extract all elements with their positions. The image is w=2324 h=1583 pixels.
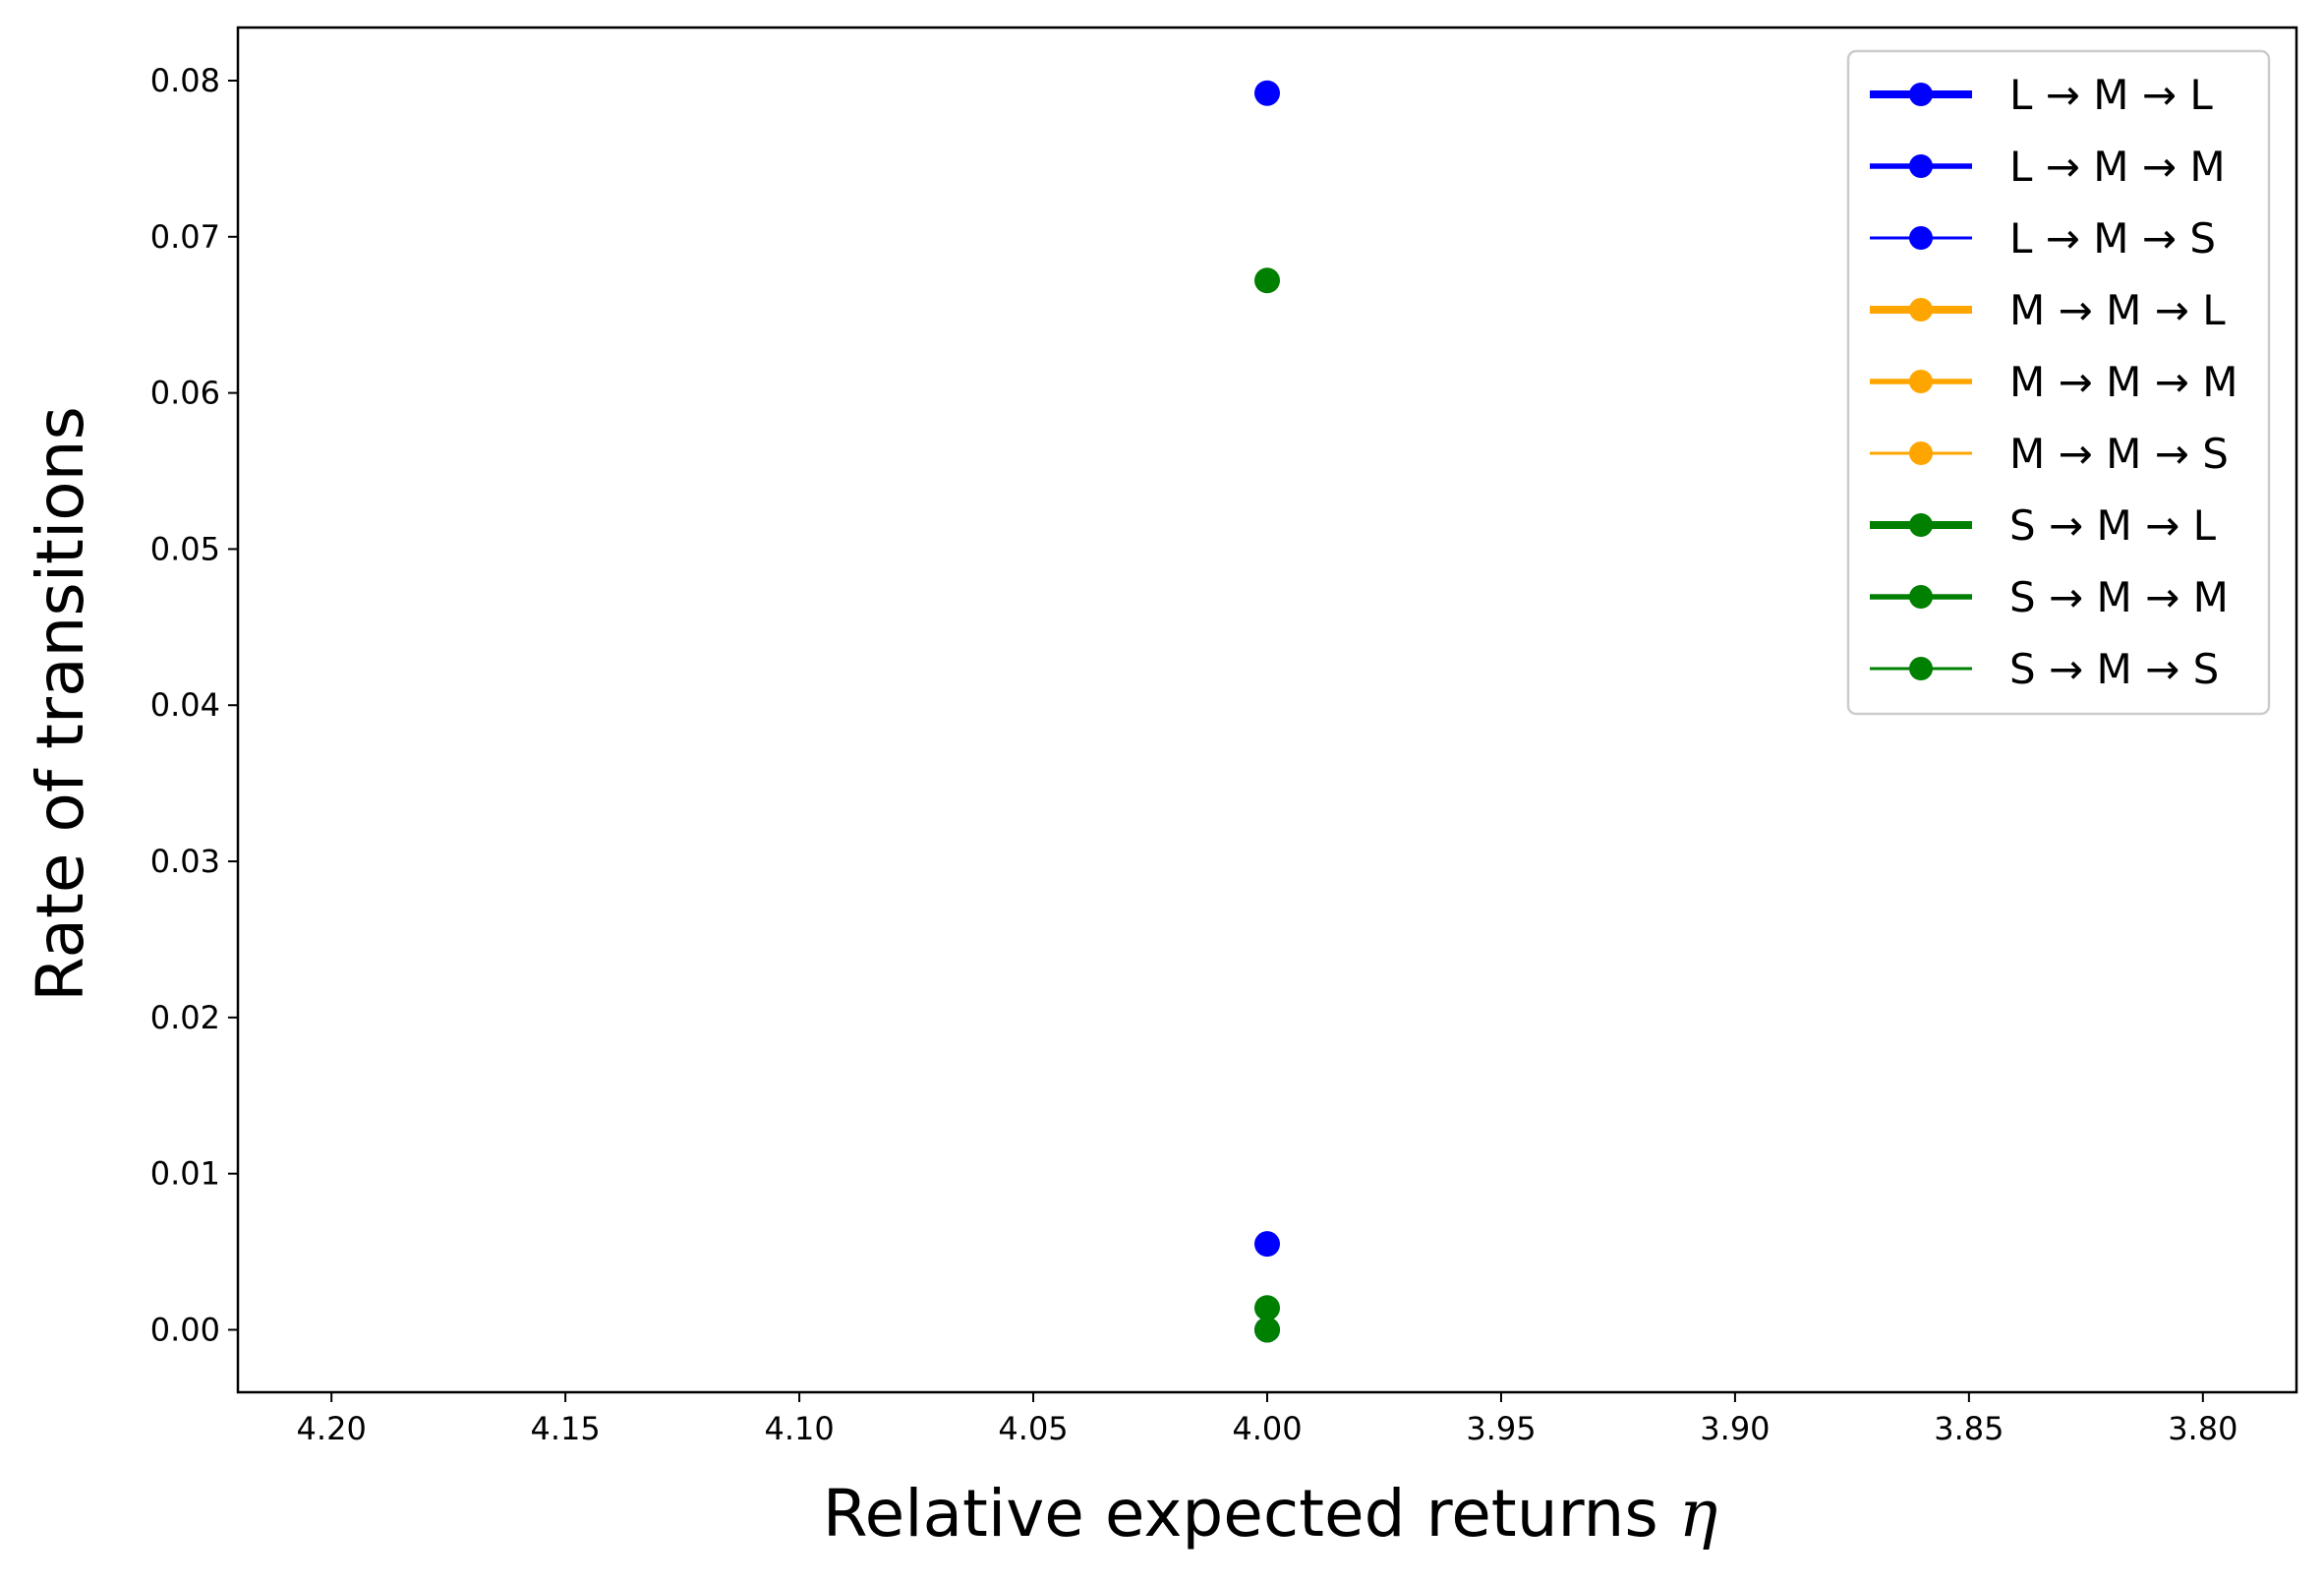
legend-entry: M → M → S [1870, 430, 2229, 478]
data-point [1254, 267, 1280, 294]
x-tick-label: 3.80 [2168, 1410, 2237, 1447]
legend-label: L → M → S [2009, 214, 2216, 263]
legend-entry: M → M → L [1870, 286, 2226, 334]
x-tick-label: 3.85 [1934, 1410, 2004, 1447]
data-points [1254, 80, 1280, 1343]
data-point [1254, 80, 1280, 106]
legend-entry: L → M → L [1870, 71, 2213, 119]
x-tick-label: 4.00 [1232, 1410, 1302, 1447]
legend: L → M → L L → M → M L → M → S M → M → L M → … [1846, 49, 2271, 716]
legend-marker [1909, 585, 1933, 609]
legend-entry: M → M → M [1870, 358, 2238, 406]
legend-entry: S → M → M [1870, 573, 2229, 621]
legend-entry: S → M → L [1870, 501, 2217, 550]
legend-marker [1909, 441, 1933, 465]
y-axis-ticks: 0.00 0.01 0.02 0.03 0.04 0.05 0.06 0.07 0.08 [150, 62, 238, 1348]
legend-marker [1909, 226, 1933, 250]
y-tick-label: 0.06 [150, 375, 220, 412]
legend-marker [1909, 657, 1933, 680]
legend-label: L → M → M [2009, 143, 2226, 191]
legend-marker [1909, 154, 1933, 178]
legend-entry: L → M → M [1870, 143, 2226, 191]
y-tick-label: 0.07 [150, 218, 220, 256]
legend-label: S → M → S [2009, 645, 2219, 693]
legend-entry: S → M → S [1870, 645, 2219, 693]
x-axis-ticks: 4.20 4.15 4.10 4.05 4.00 3.95 3.90 3.85 3.80 [297, 1392, 2237, 1447]
y-tick-label: 0.05 [150, 530, 220, 567]
legend-label: S → M → L [2009, 501, 2217, 550]
legend-frame [1846, 49, 2271, 716]
x-tick-label: 4.05 [998, 1410, 1068, 1447]
y-tick-label: 0.04 [150, 686, 220, 724]
x-tick-label: 3.95 [1466, 1410, 1536, 1447]
x-axis-label: Relative expected returns η [823, 1476, 1718, 1552]
y-tick-label: 0.00 [150, 1311, 220, 1348]
legend-label: S → M → M [2009, 573, 2229, 621]
y-axis-label: Rate of transitions [23, 406, 98, 1002]
data-point [1254, 1317, 1280, 1343]
legend-label: L → M → L [2009, 71, 2213, 119]
legend-marker [1909, 298, 1933, 322]
plot-area-frame [236, 26, 2298, 1394]
y-tick-label: 0.03 [150, 843, 220, 880]
legend-entry: L → M → S [1870, 214, 2216, 263]
legend-marker [1909, 83, 1933, 106]
legend-label: M → M → M [2009, 358, 2238, 406]
legend-label: M → M → L [2009, 286, 2226, 334]
legend-marker [1909, 513, 1933, 537]
y-tick-label: 0.08 [150, 62, 220, 99]
x-tick-label: 3.90 [1700, 1410, 1770, 1447]
data-point [1254, 1231, 1280, 1258]
x-tick-label: 4.15 [531, 1410, 601, 1447]
y-tick-label: 0.02 [150, 999, 220, 1036]
x-tick-label: 4.10 [764, 1410, 834, 1447]
legend-label: M → M → S [2009, 430, 2229, 478]
y-tick-label: 0.01 [150, 1155, 220, 1193]
x-tick-label: 4.20 [297, 1410, 367, 1447]
data-point [1254, 1295, 1280, 1321]
legend-marker [1909, 370, 1933, 393]
